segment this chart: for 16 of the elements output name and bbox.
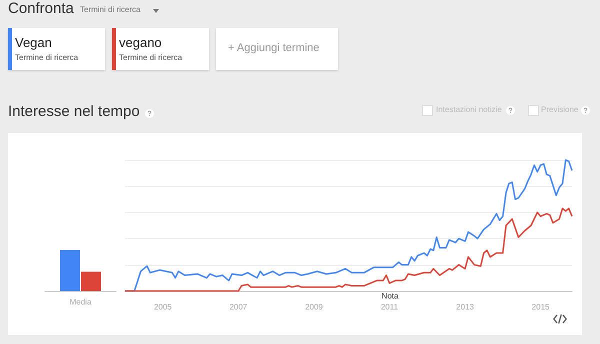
text: Confronta (8, 0, 74, 17)
legend-label: Vegan (15, 35, 52, 50)
text: Termine di ricerca (15, 53, 78, 62)
chart-title: Interesse nel tempo (8, 103, 140, 120)
text: Termine di ricerca (119, 53, 182, 62)
x-tick-label: 2013 (456, 302, 475, 312)
text: + Aggiungi termine (228, 42, 320, 54)
x-tick-label: Media (70, 298, 92, 306)
x-tick-label: 2011 (380, 302, 399, 312)
x-tick-label: 2007 (229, 302, 248, 312)
text: Termini di ricerca (80, 5, 140, 14)
text: Nota (382, 292, 399, 300)
x-tick-label: 2009 (305, 302, 324, 312)
x-tick-label: 2015 (532, 302, 550, 312)
legend-label: vegano (119, 35, 162, 50)
x-tick-label: 2005 (154, 302, 172, 312)
